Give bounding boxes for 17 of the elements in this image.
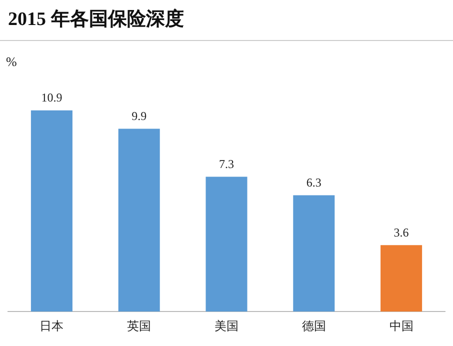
y-axis-title: % [6, 54, 17, 70]
data-label: 6.3 [306, 175, 322, 190]
bar [118, 128, 160, 312]
bar [293, 195, 335, 312]
bar [30, 110, 72, 312]
x-tick-label: 德国 [302, 318, 326, 333]
bar [206, 176, 248, 312]
x-tick-label: 日本 [40, 318, 64, 333]
x-tick-label: 中国 [389, 318, 414, 333]
data-label: 3.6 [394, 225, 409, 240]
data-label: 9.9 [132, 108, 147, 123]
x-tick-label: 英国 [127, 318, 152, 333]
x-tick-label: 美国 [214, 318, 238, 333]
data-label: 7.3 [219, 156, 234, 171]
data-label: 10.9 [41, 90, 62, 104]
bar [380, 245, 422, 312]
chart-title: 2015 年各国保险深度 [8, 8, 184, 32]
